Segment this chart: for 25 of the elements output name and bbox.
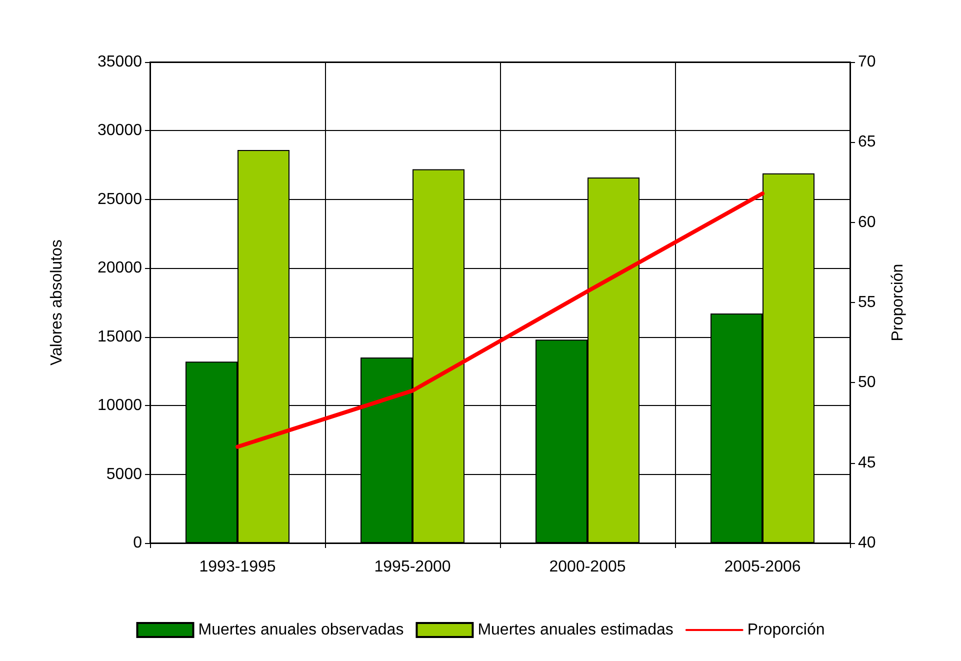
x-tick-label: 1993-1995 — [199, 558, 276, 576]
y2-tick-label: 50 — [858, 374, 876, 392]
y2-tick-label: 70 — [858, 54, 876, 70]
y-tick-label: 5000 — [106, 466, 142, 483]
legend-label: Muertes anuales observadas — [198, 622, 404, 638]
x-tick-label: 1995-2000 — [374, 558, 451, 576]
y2-tick-label: 45 — [858, 454, 876, 472]
legend-label: Muertes anuales estimadas — [478, 622, 674, 638]
y-tick-label: 10000 — [98, 397, 142, 414]
y2-tick-label: 65 — [858, 134, 876, 151]
legend-label: Proporción — [747, 622, 825, 638]
y-tick-label: 20000 — [98, 260, 142, 277]
y2-axis-title: Proporción — [890, 264, 906, 342]
y2-tick-label: 60 — [858, 214, 876, 231]
x-tick-label: 2005-2006 — [724, 558, 801, 576]
y-tick-label: 25000 — [98, 190, 142, 208]
y2-tick-label: 40 — [858, 534, 876, 552]
y-tick-label: 15000 — [98, 328, 142, 346]
y-tick-label: 0 — [133, 534, 142, 552]
line-series — [236, 191, 764, 449]
y-tick-label: 30000 — [98, 122, 142, 140]
y-tick-label: 35000 — [98, 54, 142, 70]
y-axis-title: Valores absolutos — [48, 240, 66, 366]
y2-tick-label: 55 — [858, 294, 876, 311]
x-tick-label: 2000-2005 — [549, 558, 626, 576]
